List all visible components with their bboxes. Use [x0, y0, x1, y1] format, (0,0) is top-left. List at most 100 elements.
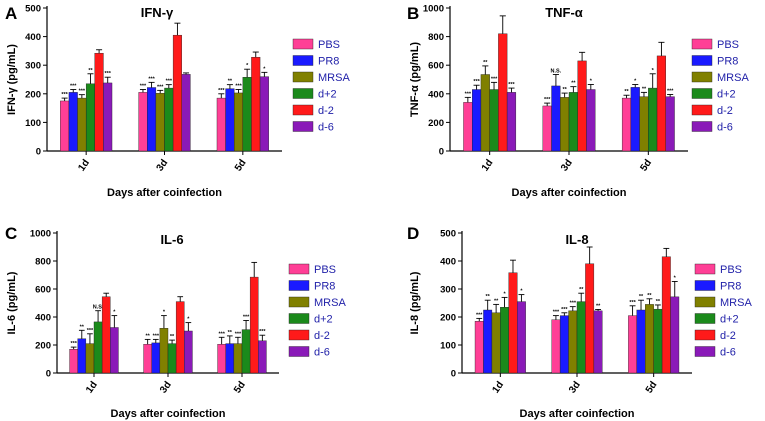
significance-mark: ***	[157, 84, 164, 90]
bar-pbs-3d	[138, 92, 148, 152]
significance-mark: **	[228, 79, 233, 85]
panel-letter: A	[5, 4, 17, 23]
bar-d2-5d	[242, 77, 252, 152]
y-tick-label: 200	[428, 118, 444, 129]
y-tick-label: 400	[35, 313, 51, 324]
significance-mark: **	[639, 294, 644, 300]
bar-pr8-1d	[77, 338, 87, 374]
y-tick-label: 400	[440, 257, 456, 268]
bar-pr8-1d	[68, 92, 78, 152]
bar-d6-1d	[110, 327, 119, 374]
bar-d2-3d	[175, 301, 185, 374]
legend-label: d+2	[720, 314, 739, 326]
x-axis-title: Days after coinfection	[107, 187, 222, 199]
bar-d2-5d	[241, 329, 251, 374]
x-tick-label: 1d	[84, 380, 100, 396]
significance-mark: *	[520, 289, 523, 295]
significance-mark: ***	[544, 97, 551, 103]
y-tick-label: 0	[439, 147, 444, 158]
x-tick-label: 5d	[233, 158, 249, 174]
bar-pbs-5d	[628, 315, 637, 374]
significance-mark: *	[674, 275, 677, 281]
bar-mrsa-3d	[155, 93, 165, 152]
legend-swatch	[694, 329, 716, 341]
legend-swatch	[691, 38, 713, 50]
bar-d6-1d	[517, 301, 526, 374]
significance-mark: *	[113, 310, 116, 316]
y-tick-label: 300	[440, 285, 456, 296]
legend-swatch	[694, 313, 716, 324]
y-axis-title: IFN-γ (pg/mL)	[6, 44, 18, 115]
legend-label: d-6	[314, 347, 330, 359]
bar-d2-5d	[249, 276, 259, 374]
bar-mrsa-5d	[639, 96, 649, 152]
bar-pbs-1d	[60, 100, 70, 152]
bar-d2-1d	[498, 33, 508, 152]
bar-pbs-3d	[143, 344, 152, 374]
bar-d2-3d	[577, 60, 587, 152]
x-axis-title: Days after coinfection	[512, 187, 627, 199]
legend-swatch	[694, 280, 716, 291]
legend-label: PR8	[720, 281, 741, 293]
bar-d6-5d	[258, 340, 267, 374]
bar-pr8-3d	[551, 85, 561, 152]
significance-mark: **	[624, 89, 629, 95]
bar-d6-1d	[506, 92, 517, 152]
bar-d2-5d	[653, 308, 663, 374]
bar-pbs-5d	[217, 344, 226, 374]
y-tick-label: 200	[35, 341, 51, 352]
significance-mark: ***	[70, 341, 77, 347]
significance-mark: **	[80, 324, 85, 330]
bar-pr8-3d	[147, 87, 157, 152]
significance-mark: **	[647, 293, 652, 299]
significance-mark: **	[656, 299, 661, 305]
significance-mark: **	[88, 68, 93, 74]
x-tick-label: 5d	[644, 380, 660, 396]
x-axis-title: Days after coinfection	[520, 408, 635, 420]
x-tick-label: 3d	[559, 158, 575, 174]
legend-swatch	[691, 55, 713, 66]
legend-swatch	[691, 88, 713, 99]
legend-label: PR8	[314, 281, 335, 293]
bar-d2-1d	[500, 307, 509, 374]
significance-mark: *	[590, 79, 593, 85]
legend-label: MRSA	[314, 297, 346, 309]
y-axis-title: IL-6 (pg/mL)	[6, 271, 18, 334]
y-tick-label: 400	[428, 89, 444, 100]
legend-label: PBS	[717, 39, 739, 51]
y-axis-title: IL-8 (pg/mL)	[409, 271, 421, 334]
x-tick-label: 3d	[155, 158, 171, 174]
significance-mark: *	[163, 310, 166, 316]
y-tick-label: 200	[25, 89, 41, 100]
x-tick-label: 5d	[232, 380, 248, 396]
bar-mrsa-5d	[645, 304, 654, 374]
y-tick-label: 600	[35, 285, 51, 296]
legend-label: PR8	[717, 56, 738, 68]
significance-mark: *	[634, 79, 637, 85]
y-tick-label: 400	[25, 32, 41, 43]
x-tick-label: 3d	[158, 380, 174, 396]
significance-mark: **	[146, 333, 151, 339]
legend-swatch	[292, 38, 314, 50]
bar-pbs-3d	[542, 105, 552, 152]
chart-title: IFN-γ	[141, 5, 174, 20]
legend-swatch	[288, 280, 310, 291]
bar-mrsa-3d	[560, 97, 570, 152]
legend-label: d-2	[314, 330, 330, 342]
bar-d2-5d	[661, 256, 671, 374]
legend-label: PBS	[720, 264, 742, 276]
significance-mark: ***	[561, 307, 568, 313]
bar-pbs-1d	[474, 321, 484, 374]
significance-mark: *	[652, 68, 655, 74]
bar-pbs-1d	[463, 102, 473, 152]
y-tick-label: 100	[25, 118, 41, 129]
significance-mark: **	[596, 303, 601, 309]
bar-pr8-3d	[151, 342, 161, 374]
legend-swatch	[691, 71, 713, 83]
y-tick-label: 800	[35, 257, 51, 268]
y-tick-label: 200	[440, 313, 456, 324]
chart-title: IL-6	[160, 232, 183, 247]
significance-mark: *	[503, 291, 506, 297]
significance-mark: **	[571, 81, 576, 87]
